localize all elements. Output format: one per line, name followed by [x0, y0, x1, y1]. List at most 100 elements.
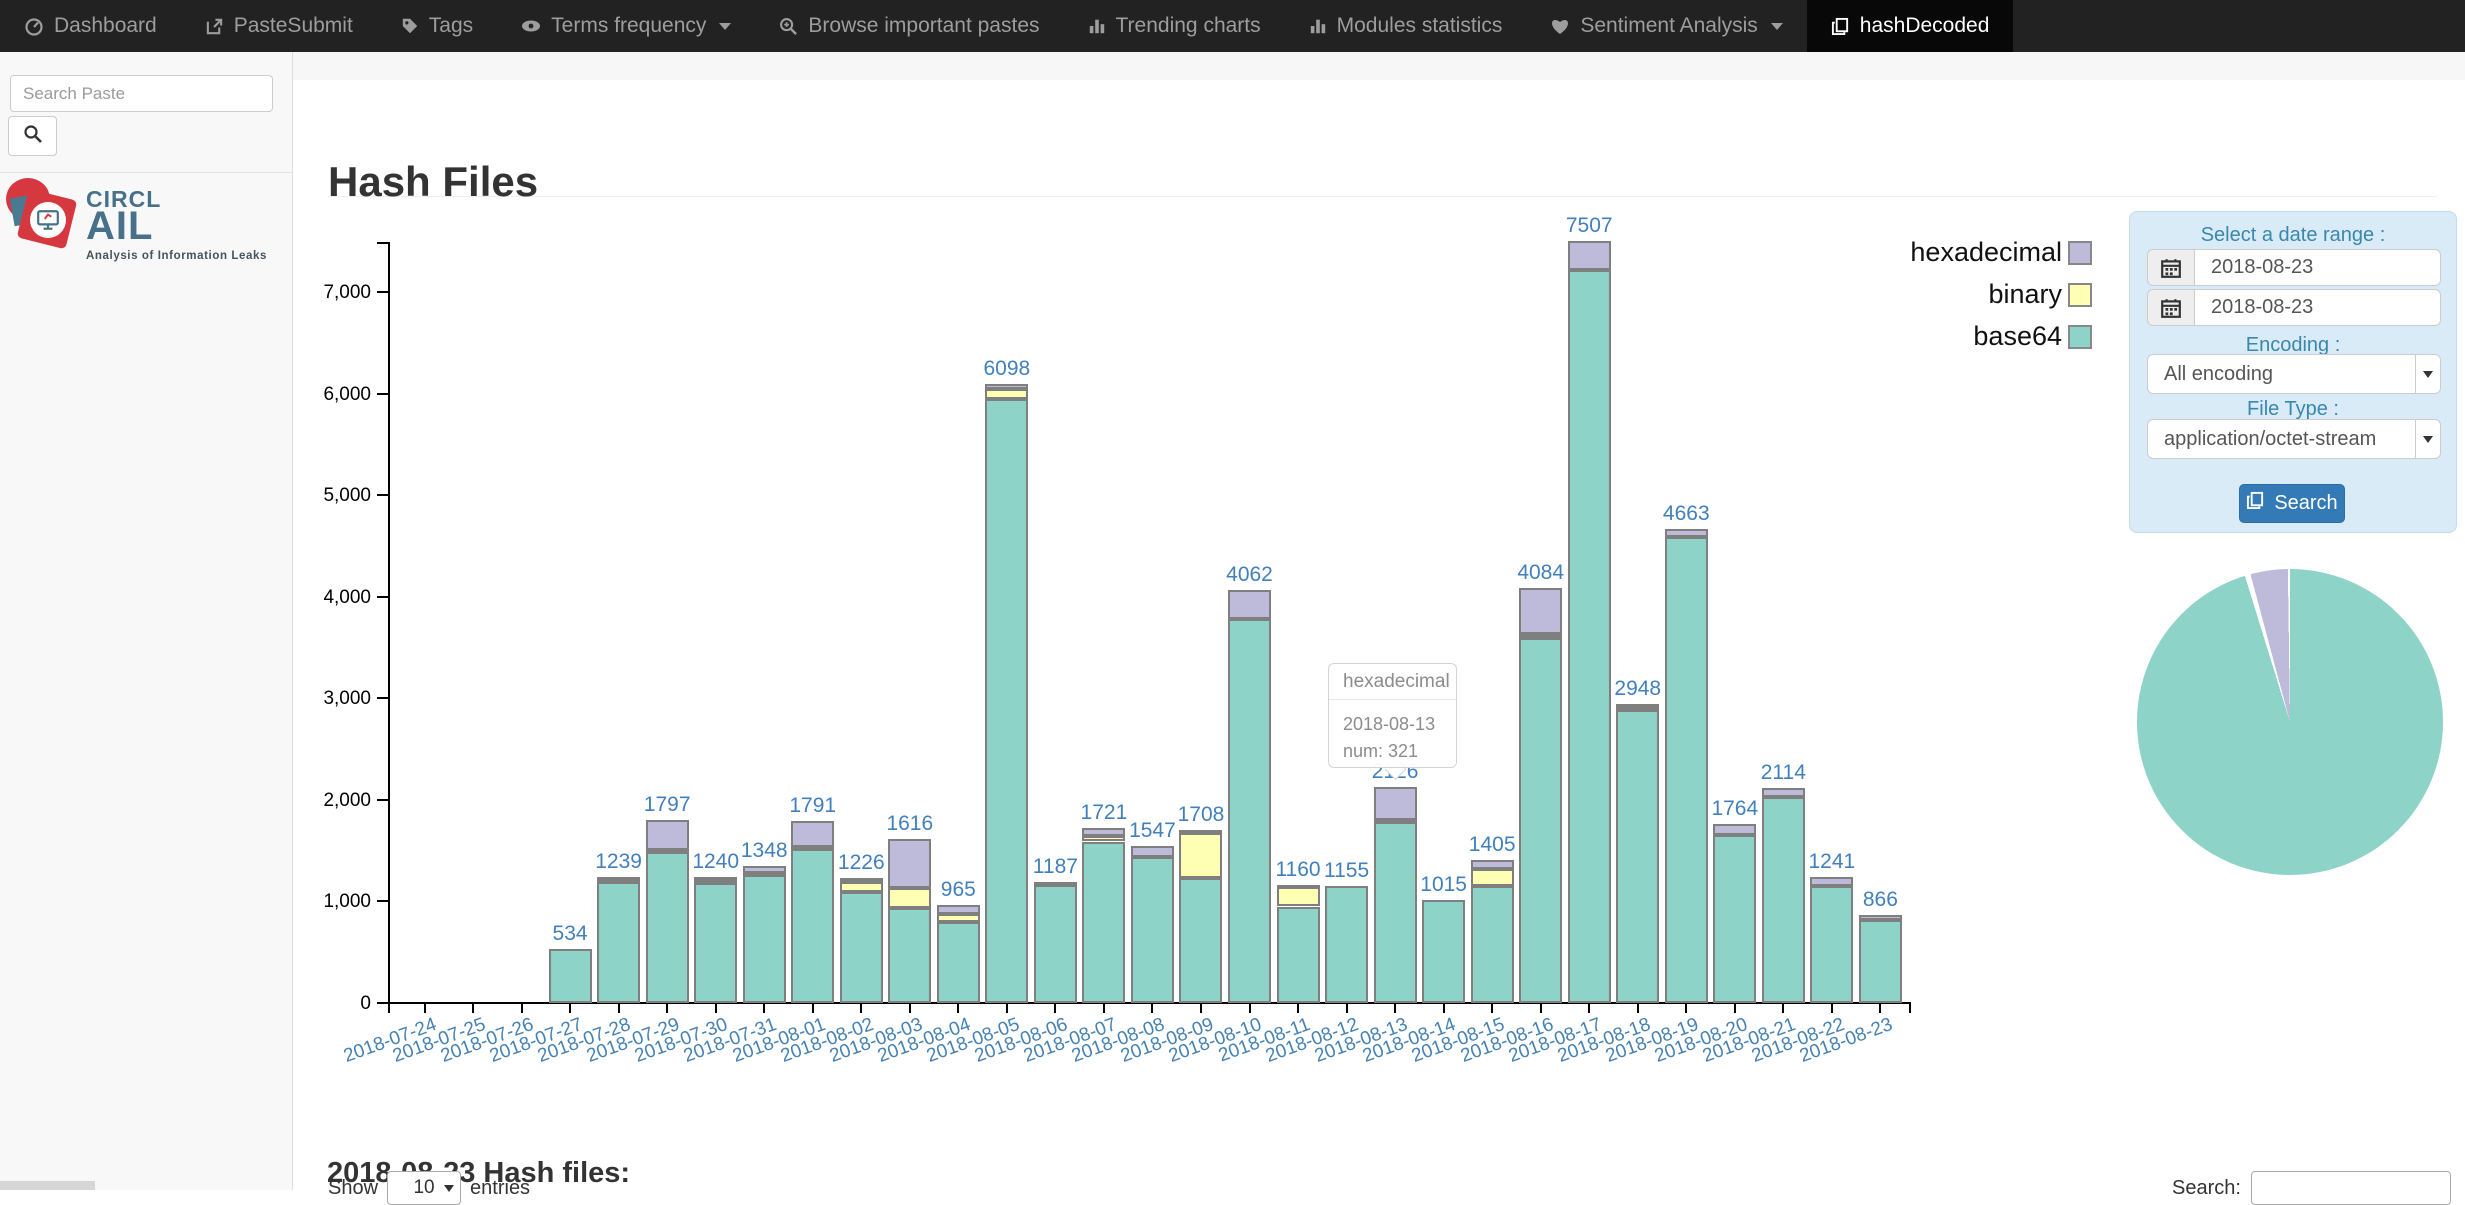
nav-item-label: Browse important pastes	[808, 14, 1040, 37]
bar-segment-base64-2018-08-12[interactable]	[1325, 885, 1369, 1003]
bar-segment-base64-2018-08-05[interactable]	[985, 398, 1029, 1003]
bar-segment-hexadecimal-2018-08-10[interactable]	[1228, 590, 1271, 620]
bar-segment-binary-2018-08-03[interactable]	[888, 888, 932, 908]
bar-segment-hexadecimal-2018-08-11[interactable]	[1276, 885, 1320, 890]
bar-segment-base64-2018-08-13[interactable]	[1373, 820, 1417, 1003]
bar-segment-hexadecimal-2018-07-29[interactable]	[645, 820, 689, 850]
bar-segment-hexadecimal-2018-08-22[interactable]	[1810, 876, 1854, 886]
bar-segment-base64-2018-08-15[interactable]	[1470, 886, 1514, 1003]
bar-segment-binary-2018-08-09[interactable]	[1179, 832, 1223, 879]
ail-logo[interactable]: CIRCL AIL Analysis of Information Leaks	[6, 178, 286, 268]
bar-segment-binary-2018-07-30[interactable]	[694, 880, 738, 885]
bar-segment-hexadecimal-2018-08-04[interactable]	[936, 904, 980, 914]
bar-segment-hexadecimal-2018-08-20[interactable]	[1713, 823, 1757, 836]
bar-segment-base64-2018-08-10[interactable]	[1228, 619, 1271, 1003]
bar-segment-binary-2018-08-07[interactable]	[1082, 835, 1126, 842]
bar-segment-hexadecimal-2018-08-01[interactable]	[791, 821, 835, 848]
bar-segment-binary-2018-08-04[interactable]	[936, 913, 980, 922]
bar-segment-base64-2018-08-04[interactable]	[936, 921, 980, 1003]
bar-segment-base64-2018-08-18[interactable]	[1616, 710, 1660, 1003]
bar-segment-hexadecimal-2018-08-15[interactable]	[1470, 860, 1514, 869]
bar-segment-binary-2018-08-13[interactable]	[1373, 819, 1417, 824]
bar-segment-hexadecimal-2018-07-28[interactable]	[597, 877, 641, 882]
tooltip-title: hexadecimal	[1329, 664, 1456, 700]
y-axis-line	[388, 242, 390, 1005]
bar-segment-hexadecimal-2018-08-03[interactable]	[888, 838, 932, 889]
nav-item-hashdecoded[interactable]: hashDecoded	[1806, 0, 2014, 52]
bar-segment-hexadecimal-2018-08-09[interactable]	[1179, 829, 1223, 834]
search-paste-input[interactable]	[10, 75, 273, 112]
bar-segment-base64-2018-08-22[interactable]	[1810, 885, 1854, 1003]
sidebar-divider	[0, 172, 293, 173]
nav-item-label: Tags	[428, 14, 474, 37]
bar-segment-hexadecimal-2018-08-17[interactable]	[1567, 240, 1611, 271]
bar-segment-base64-2018-08-09[interactable]	[1179, 878, 1223, 1003]
date-to-input[interactable]: 2018-08-23	[2194, 289, 2441, 326]
nav-item-tags[interactable]: Tags	[377, 0, 497, 52]
bar-segment-base64-2018-07-29[interactable]	[645, 850, 689, 1003]
bar-segment-hexadecimal-2018-08-13[interactable]	[1373, 787, 1417, 820]
bar-segment-base64-2018-08-17[interactable]	[1567, 270, 1611, 1003]
bar-segment-base64-2018-08-11[interactable]	[1276, 906, 1320, 1003]
bar-segment-base64-2018-07-27[interactable]	[548, 948, 592, 1003]
bar-segment-base64-2018-08-21[interactable]	[1761, 796, 1805, 1003]
bar-segment-base64-2018-08-07[interactable]	[1082, 841, 1126, 1003]
bar-segment-hexadecimal-2018-08-21[interactable]	[1761, 788, 1805, 797]
nav-item-dashboard[interactable]: Dashboard	[0, 0, 181, 52]
bar-segment-hexadecimal-2018-08-08[interactable]	[1130, 845, 1174, 857]
nav-item-trending-charts[interactable]: Trending charts	[1064, 0, 1285, 52]
bar-segment-binary-2018-08-15[interactable]	[1470, 868, 1514, 887]
bar-segment-hexadecimal-2018-08-05[interactable]	[985, 383, 1029, 389]
top-navbar: Dashboard PasteSubmit Tags Terms frequency B…	[0, 0, 2465, 52]
date-from-input[interactable]: 2018-08-23	[2194, 249, 2441, 286]
bar-segment-binary-2018-07-31[interactable]	[742, 873, 786, 878]
calendar-icon[interactable]	[2147, 289, 2194, 326]
page-title-rule	[328, 196, 2437, 197]
bar-segment-base64-2018-07-28[interactable]	[597, 880, 641, 1003]
bar-value-label: 4062	[1226, 563, 1273, 587]
bar-segment-binary-2018-08-16[interactable]	[1519, 634, 1563, 639]
search-paste-button[interactable]	[8, 116, 57, 156]
bar-value-label: 2114	[1760, 761, 1806, 785]
encoding-select[interactable]: All encoding	[2147, 354, 2441, 394]
page-size-select[interactable]: 10	[387, 1171, 462, 1205]
search-button[interactable]: Search	[2239, 484, 2345, 523]
bar-segment-base64-2018-08-23[interactable]	[1858, 919, 1902, 1003]
calendar-icon[interactable]	[2147, 249, 2194, 286]
bar-segment-binary-2018-07-28[interactable]	[597, 880, 641, 885]
bar-segment-hexadecimal-2018-08-16[interactable]	[1519, 588, 1563, 635]
bar-segment-base64-2018-08-20[interactable]	[1713, 835, 1757, 1003]
x-tick	[617, 1004, 620, 1013]
bar-segment-hexadecimal-2018-08-02[interactable]	[839, 878, 883, 883]
bar-segment-hexadecimal-2018-08-19[interactable]	[1664, 529, 1708, 538]
bar-segment-hexadecimal-2018-08-07[interactable]	[1082, 828, 1126, 836]
bar-segment-hexadecimal-2018-08-18[interactable]	[1616, 703, 1660, 708]
bar-segment-binary-2018-08-05[interactable]	[985, 388, 1029, 399]
bar-segment-hexadecimal-2018-07-30[interactable]	[694, 877, 738, 882]
bar-segment-base64-2018-08-08[interactable]	[1130, 856, 1174, 1003]
file-type-select[interactable]: application/octet-stream	[2147, 419, 2441, 459]
bar-segment-base64-2018-08-03[interactable]	[888, 907, 932, 1003]
bar-segment-base64-2018-08-02[interactable]	[839, 892, 883, 1003]
bar-segment-base64-2018-08-01[interactable]	[791, 848, 835, 1003]
nav-item-terms-frequency[interactable]: Terms frequency	[497, 0, 755, 52]
legend-swatch	[2068, 282, 2092, 307]
bar-segment-binary-2018-08-01[interactable]	[791, 847, 835, 852]
bar-segment-hexadecimal-2018-08-23[interactable]	[1858, 915, 1902, 920]
bar-segment-base64-2018-08-06[interactable]	[1033, 885, 1077, 1003]
bar-segment-binary-2018-08-02[interactable]	[839, 882, 883, 893]
bar-segment-base64-2018-08-16[interactable]	[1519, 638, 1563, 1003]
nav-item-modules-statistics[interactable]: Modules statistics	[1285, 0, 1527, 52]
bar-segment-binary-2018-07-29[interactable]	[645, 849, 689, 854]
table-search-input[interactable]	[2250, 1171, 2451, 1205]
y-axis-top-tick	[377, 242, 389, 244]
bar-segment-base64-2018-08-19[interactable]	[1664, 537, 1708, 1003]
bar-segment-base64-2018-07-31[interactable]	[742, 874, 786, 1003]
bar-segment-base64-2018-07-30[interactable]	[694, 882, 738, 1003]
nav-item-sentiment-analysis[interactable]: Sentiment Analysis	[1526, 0, 1806, 52]
bar-segment-base64-2018-08-14[interactable]	[1422, 899, 1466, 1003]
nav-item-browse-important-pastes[interactable]: Browse important pastes	[755, 0, 1063, 52]
bar-segment-hexadecimal-2018-07-31[interactable]	[742, 866, 786, 874]
bar-segment-hexadecimal-2018-08-06[interactable]	[1033, 882, 1077, 887]
nav-item-pastesubmit[interactable]: PasteSubmit	[181, 0, 377, 52]
